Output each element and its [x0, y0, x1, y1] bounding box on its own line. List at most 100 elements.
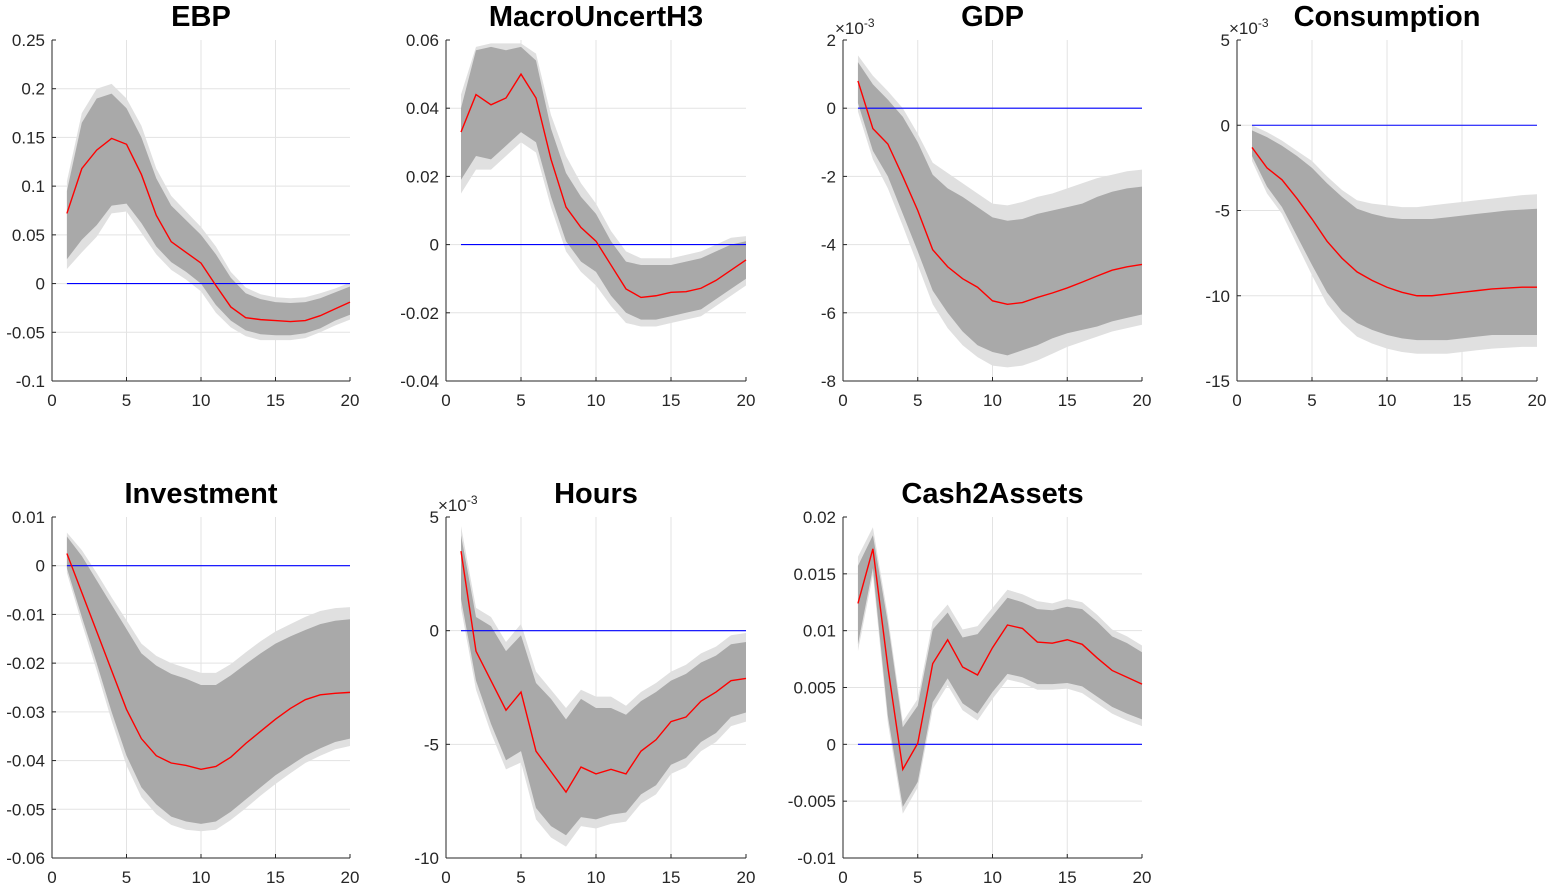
panel-title: Consumption — [1294, 1, 1481, 33]
panel-ebp: 0 5 10 15 20 -0.1 -0.05 0 0.05 0.1 0.15 0.2 0.25 EBP — [6, 1, 359, 410]
y-tick-label: -0.01 — [797, 849, 836, 868]
y-tick-label: -6 — [821, 304, 836, 323]
x-tick-label: 20 — [341, 391, 360, 410]
inner-confidence-band — [857, 62, 1142, 356]
inner-confidence-band — [66, 536, 351, 824]
y-tick-label: 0 — [430, 236, 439, 255]
y-tick-label: 0.15 — [12, 128, 45, 147]
panel-cash2assets: 0 5 10 15 20 -0.01 -0.005 0 0.005 0.01 0.015 0.02 Ca… — [788, 478, 1152, 886]
y-tick-label: 0 — [1221, 116, 1230, 135]
y-tick-label: 5 — [430, 508, 439, 527]
y-tick-label: -0.05 — [6, 323, 45, 342]
y-tick-label: -0.005 — [788, 792, 836, 811]
x-tick-label: 15 — [266, 391, 285, 410]
median-response-line — [1251, 147, 1537, 297]
y-tick-label: 0.02 — [803, 508, 836, 527]
x-tick-label: 0 — [1232, 391, 1241, 410]
median-response-line — [460, 550, 747, 794]
y-tick-label: 0.1 — [21, 177, 45, 196]
x-tick-label: 5 — [122, 391, 131, 410]
x-tick-label: 10 — [192, 868, 211, 886]
x-tick-label: 15 — [266, 868, 285, 886]
x-tick-label: 15 — [662, 391, 681, 410]
x-tick-label: 5 — [122, 868, 131, 886]
y-tick-label: -10 — [1205, 287, 1230, 306]
inner-confidence-band — [461, 535, 746, 836]
y-tick-label: 0.04 — [406, 99, 439, 118]
x-tick-label: 0 — [47, 868, 56, 886]
x-tick-label: 5 — [516, 391, 525, 410]
panel-title: Hours — [554, 478, 638, 510]
panel-title: EBP — [171, 1, 231, 33]
y-tick-label: -0.05 — [6, 800, 45, 819]
x-tick-label: 15 — [1058, 391, 1077, 410]
y-tick-label: 0.005 — [793, 679, 836, 698]
axis-exponent-label: ×10-3 — [438, 493, 478, 515]
panel-hours: 0 5 10 15 20-10-505×10-3 Hours — [414, 478, 755, 886]
x-tick-label: 0 — [47, 391, 56, 410]
median-response-line — [66, 553, 351, 771]
panel-macrouncerth3: 0 5 10 15 20 -0.04 -0.02 0 0.02 0.04 0.06 MacroUnce… — [400, 1, 755, 410]
median-response-line — [460, 72, 747, 299]
x-tick-label: 5 — [516, 868, 525, 886]
x-tick-label: 20 — [341, 868, 360, 886]
x-tick-label: 20 — [1133, 391, 1152, 410]
y-tick-label: 0 — [36, 557, 45, 576]
y-tick-label: 0.01 — [803, 622, 836, 641]
y-tick-label: 0 — [827, 735, 836, 754]
x-tick-label: 0 — [838, 868, 847, 886]
x-tick-label: 10 — [1378, 391, 1397, 410]
panel-investment: 0 5 10 15 20 -0.06 -0.05 -0.04 -0.03 -0.02 -0.01 0 0… — [6, 478, 359, 886]
y-tick-label: 5 — [1221, 31, 1230, 50]
inner-confidence-band — [857, 535, 1142, 807]
x-tick-label: 0 — [838, 391, 847, 410]
median-response-line — [857, 548, 1143, 772]
x-tick-label: 15 — [662, 868, 681, 886]
x-tick-label: 20 — [1133, 868, 1152, 886]
y-tick-label: -0.01 — [6, 605, 45, 624]
x-tick-label: 20 — [1528, 391, 1547, 410]
x-tick-label: 10 — [192, 391, 211, 410]
axis-exponent-label: ×10-3 — [1229, 16, 1269, 38]
y-tick-label: -0.1 — [16, 372, 45, 391]
y-tick-label: 0 — [827, 99, 836, 118]
inner-confidence-band — [1252, 130, 1537, 341]
x-tick-label: 5 — [913, 868, 922, 886]
x-tick-label: 10 — [587, 391, 606, 410]
y-tick-label: 0.02 — [406, 167, 439, 186]
y-tick-label: -10 — [414, 849, 439, 868]
y-tick-label: -5 — [424, 735, 439, 754]
y-tick-label: -0.03 — [6, 703, 45, 722]
y-tick-label: 0.015 — [793, 565, 836, 584]
x-tick-label: 0 — [441, 868, 450, 886]
panel-gdp: 0 5 10 15 20 -8 -6 -4 -2 0 2×10-3 GDP — [821, 1, 1152, 410]
median-response-line — [857, 80, 1143, 305]
y-tick-label: -0.02 — [400, 304, 439, 323]
x-tick-label: 20 — [737, 391, 756, 410]
inner-confidence-band — [66, 93, 351, 336]
y-tick-label: -0.02 — [6, 654, 45, 673]
y-tick-label: 0.01 — [12, 508, 45, 527]
y-tick-label: 0.25 — [12, 31, 45, 50]
y-tick-label: 0.05 — [12, 226, 45, 245]
axis-exponent-label: ×10-3 — [835, 16, 875, 38]
y-tick-label: 0 — [36, 275, 45, 294]
inner-confidence-band — [461, 46, 746, 320]
y-tick-label: -0.06 — [6, 849, 45, 868]
panel-title: Cash2Assets — [901, 478, 1083, 510]
y-tick-label: -8 — [821, 372, 836, 391]
x-tick-label: 20 — [737, 868, 756, 886]
median-response-line — [66, 137, 351, 323]
y-tick-label: 0 — [430, 622, 439, 641]
panel-consumption: 0 5 10 15 20-15-10-505×10-3 Consumption — [1205, 1, 1546, 410]
x-tick-label: 15 — [1453, 391, 1472, 410]
x-tick-label: 0 — [441, 391, 450, 410]
x-tick-label: 10 — [983, 391, 1002, 410]
x-tick-label: 10 — [983, 868, 1002, 886]
panel-title: Investment — [124, 478, 277, 510]
y-tick-label: -2 — [821, 167, 836, 186]
y-tick-label: -0.04 — [400, 372, 439, 391]
panel-title: GDP — [961, 1, 1024, 33]
y-tick-label: -15 — [1205, 372, 1230, 391]
panel-title: MacroUncertH3 — [489, 1, 703, 33]
